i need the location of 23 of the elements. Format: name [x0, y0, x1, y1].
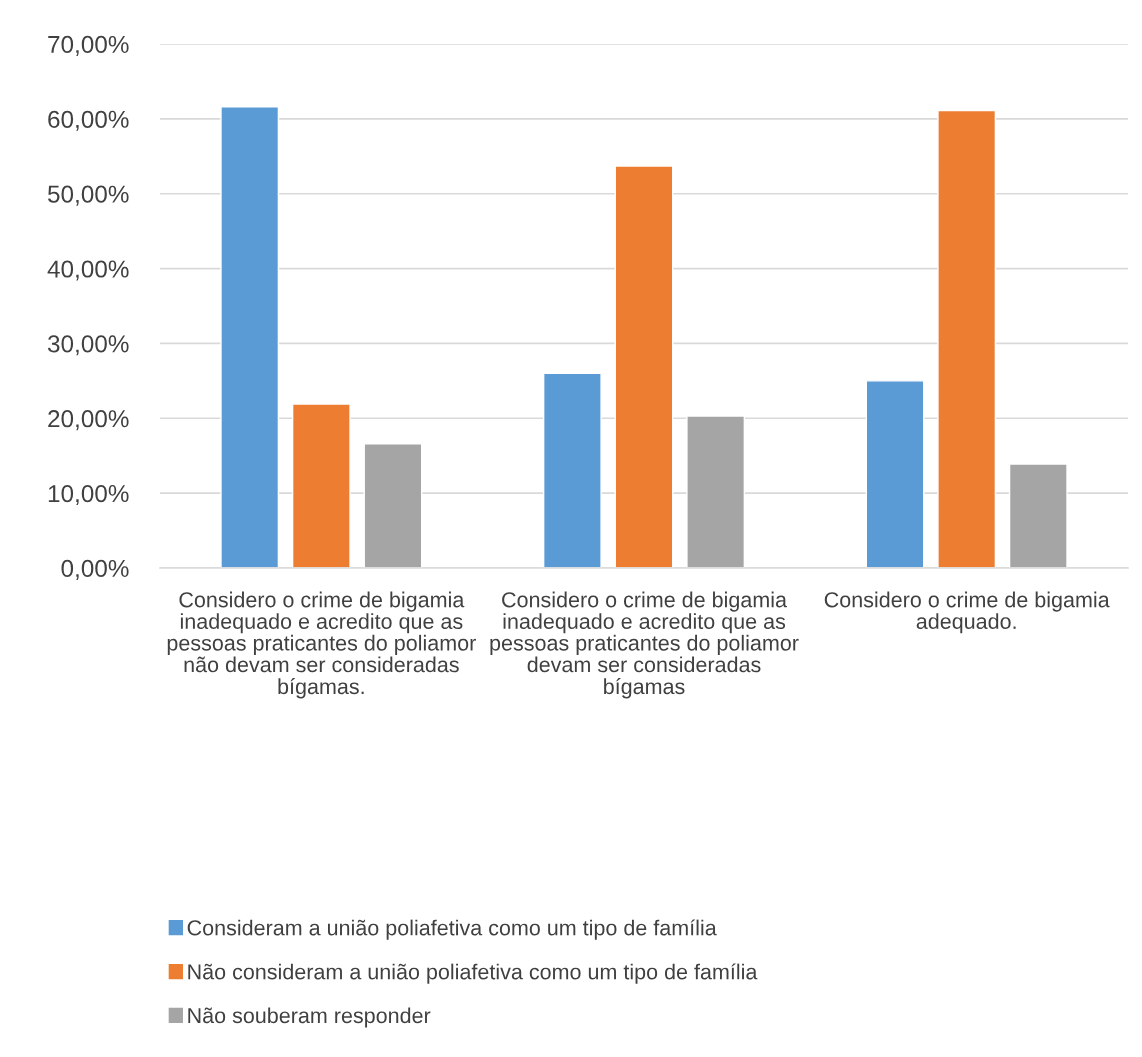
bar [220, 106, 280, 568]
y-tick-label: 20,00% [48, 410, 129, 431]
bar [686, 415, 746, 568]
y-tick-label: 70,00% [48, 35, 129, 56]
bar [542, 372, 602, 568]
bar [291, 403, 351, 568]
x-tick-label: Considero o crime de bigamia inadequado e acredito que as pessoas praticantes do poliamor não devam ser consideradas bígamas. [167, 591, 476, 699]
legend-label: Não consideram a união poliafetiva como um tipo de família [188, 963, 758, 984]
legend-label: Não souberam responder [188, 1007, 431, 1028]
legend-label: Consideram a união poliafetiva como um tipo de família [187, 919, 717, 940]
x-tick-label: Considero o crime de bigamia adequado. [824, 591, 1110, 634]
y-tick-label: 0,00% [61, 559, 129, 580]
bar [1008, 463, 1068, 568]
y-tick-label: 50,00% [47, 185, 129, 206]
bar [865, 380, 925, 568]
bar [363, 443, 423, 568]
bar [614, 165, 674, 568]
y-tick-label: 60,00% [48, 110, 129, 131]
y-tick-label: 10,00% [48, 484, 129, 506]
bar [937, 109, 997, 568]
y-tick-label: 30,00% [47, 335, 129, 356]
y-tick-label: 40,00% [47, 260, 129, 281]
x-tick-label: Considero o crime de bigamia inadequado e acredito que as pessoas praticantes do poliamor devam ser consideradas bígamas [490, 591, 799, 699]
